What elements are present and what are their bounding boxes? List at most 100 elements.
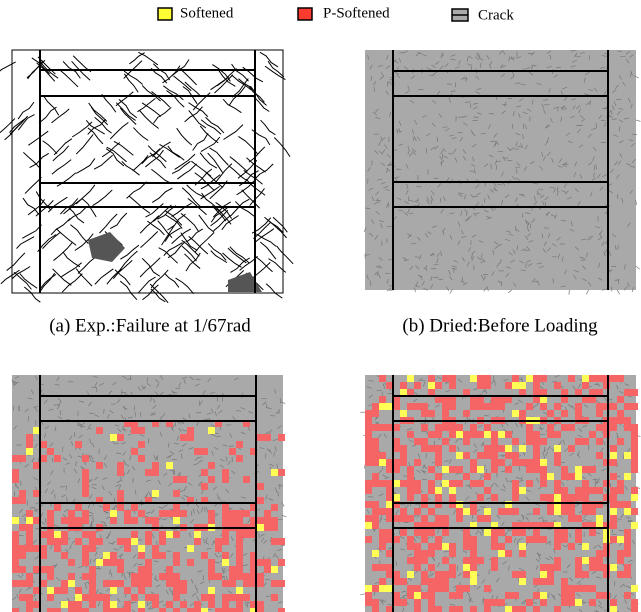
softened-cell	[505, 508, 512, 515]
softened-cell	[208, 510, 215, 517]
softened-cell	[61, 601, 68, 608]
panel-d	[360, 375, 640, 612]
softened-cell	[512, 571, 519, 578]
softened-cell	[180, 476, 187, 483]
softened-cell	[561, 529, 568, 536]
softened-cell	[243, 594, 250, 601]
softened-cell	[208, 601, 215, 608]
softened-cell	[173, 510, 180, 517]
softened-cell	[138, 601, 145, 608]
softened-cell	[428, 606, 435, 612]
softened-cell	[173, 517, 180, 524]
softened-cell	[40, 545, 47, 552]
softened-cell	[187, 427, 194, 434]
softened-cell	[470, 606, 477, 612]
softened-cell	[117, 580, 124, 587]
softened-cell	[19, 545, 26, 552]
softened-cell	[386, 585, 393, 592]
softened-cell	[631, 599, 638, 606]
softened-cell	[131, 573, 138, 580]
softened-cell	[173, 580, 180, 587]
softened-cell	[75, 517, 82, 524]
softened-cell	[617, 571, 624, 578]
softened-cell	[526, 459, 533, 466]
softened-cell	[442, 424, 449, 431]
softened-cell	[264, 510, 271, 517]
softened-cell	[533, 375, 540, 382]
softened-cell	[540, 480, 547, 487]
softened-cell	[386, 606, 393, 612]
softened-cell	[568, 599, 575, 606]
softened-cell	[463, 389, 470, 396]
softened-cell	[610, 459, 617, 466]
softened-cell	[393, 459, 400, 466]
softened-cell	[257, 601, 264, 608]
softened-cell	[222, 601, 229, 608]
softened-cell	[117, 608, 124, 612]
softened-cell	[40, 566, 47, 573]
softened-cell	[372, 452, 379, 459]
softened-cell	[624, 508, 631, 515]
softened-cell	[533, 445, 540, 452]
softened-cell	[145, 573, 152, 580]
softened-cell	[26, 580, 33, 587]
softened-cell	[19, 497, 26, 504]
softened-cell	[194, 538, 201, 545]
softened-cell	[554, 403, 561, 410]
softened-cell	[236, 538, 243, 545]
softened-cell	[110, 580, 117, 587]
softened-cell	[12, 455, 19, 462]
softened-cell	[463, 410, 470, 417]
softened-cell	[589, 431, 596, 438]
softened-cell	[400, 389, 407, 396]
softened-cell	[449, 382, 456, 389]
softened-cell	[222, 469, 229, 476]
softened-cell	[110, 510, 117, 517]
softened-cell	[365, 536, 372, 543]
softened-cell	[470, 396, 477, 403]
softened-cell	[173, 559, 180, 566]
softened-cell	[12, 608, 19, 612]
softened-cell	[229, 608, 236, 612]
softened-cell	[89, 538, 96, 545]
softened-cell	[596, 438, 603, 445]
softened-cell	[610, 375, 617, 382]
softened-cell	[365, 438, 372, 445]
softened-cell	[442, 396, 449, 403]
softened-cell	[278, 559, 285, 566]
softened-cell	[124, 517, 131, 524]
softened-cell	[624, 592, 631, 599]
softened-cell	[159, 531, 166, 538]
softened-cell	[582, 396, 589, 403]
softened-cell	[477, 466, 484, 473]
softened-cell	[533, 592, 540, 599]
softened-cell	[26, 531, 33, 538]
softened-cell	[365, 522, 372, 529]
softened-cell	[12, 559, 19, 566]
softened-cell	[554, 382, 561, 389]
softened-cell	[617, 550, 624, 557]
softened-cell	[68, 608, 75, 612]
softened-cell	[561, 424, 568, 431]
softened-cell	[372, 501, 379, 508]
softened-cell	[236, 594, 243, 601]
softened-cell	[152, 545, 159, 552]
softened-cell	[26, 601, 33, 608]
softened-cell	[463, 529, 470, 536]
softened-cell	[596, 452, 603, 459]
softened-cell	[400, 410, 407, 417]
softened-cell	[386, 480, 393, 487]
softened-cell	[512, 452, 519, 459]
softened-cell	[540, 375, 547, 382]
softened-cell	[575, 585, 582, 592]
softened-cell	[470, 424, 477, 431]
softened-cell	[540, 599, 547, 606]
softened-cell	[631, 403, 638, 410]
softened-cell	[173, 594, 180, 601]
softened-cell	[386, 501, 393, 508]
softened-cell	[264, 524, 271, 531]
softened-cell	[12, 497, 19, 504]
softened-cell	[82, 517, 89, 524]
softened-cell	[428, 585, 435, 592]
softened-cell	[257, 517, 264, 524]
